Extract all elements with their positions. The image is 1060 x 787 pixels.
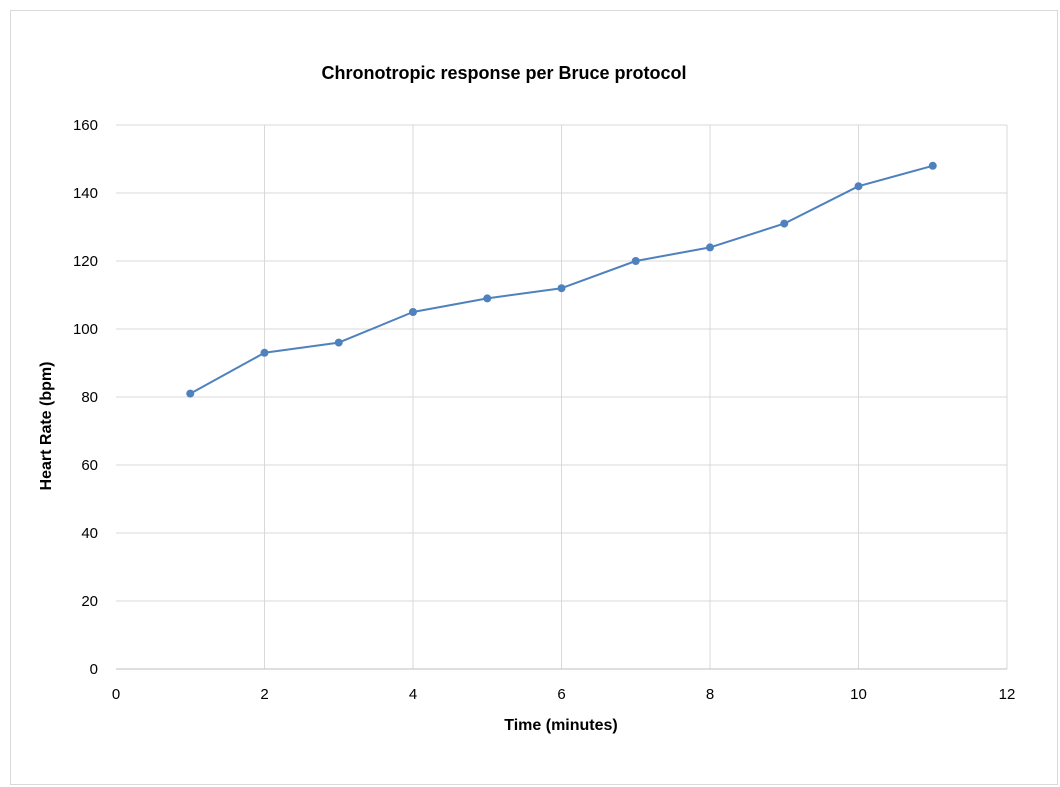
x-tick-label: 2 — [260, 686, 268, 703]
chart-title: Chronotropic response per Bruce protocol — [321, 63, 686, 83]
data-point — [260, 348, 269, 357]
data-point — [706, 243, 714, 252]
y-tick-label: 100 — [73, 321, 98, 338]
data-point — [186, 389, 195, 398]
x-tick-label: 10 — [850, 686, 867, 703]
y-tick-label: 120 — [73, 253, 98, 270]
x-tick-label: 4 — [409, 686, 417, 703]
x-tick-label: 12 — [999, 686, 1016, 703]
y-tick-label: 160 — [73, 117, 98, 134]
x-tick-label: 0 — [112, 686, 120, 703]
data-point — [483, 294, 492, 303]
y-tick-label: 60 — [81, 457, 98, 474]
data-point — [780, 219, 789, 228]
data-point — [334, 338, 343, 347]
y-axis-title: Heart Rate (bpm) — [38, 362, 55, 491]
data-point — [631, 257, 640, 265]
data-point — [854, 182, 863, 191]
y-tick-label: 20 — [81, 593, 98, 610]
y-tick-labels: 0 20 40 60 80 100 120 140 160 — [73, 117, 98, 678]
x-tick-labels: 0 2 4 6 8 10 12 — [112, 686, 1016, 703]
x-tick-label: 6 — [557, 686, 565, 703]
data-point — [409, 308, 417, 316]
y-tick-label: 140 — [73, 185, 98, 202]
y-tick-label: 40 — [81, 525, 98, 542]
y-tick-label: 80 — [81, 389, 98, 406]
horizontal-gridlines — [116, 124, 1007, 602]
x-axis-title: Time (minutes) — [504, 717, 618, 734]
y-tick-label: 0 — [90, 661, 98, 678]
data-point — [928, 161, 937, 170]
series-group — [186, 161, 937, 398]
x-tick-label: 8 — [706, 686, 714, 703]
data-point — [557, 284, 566, 293]
